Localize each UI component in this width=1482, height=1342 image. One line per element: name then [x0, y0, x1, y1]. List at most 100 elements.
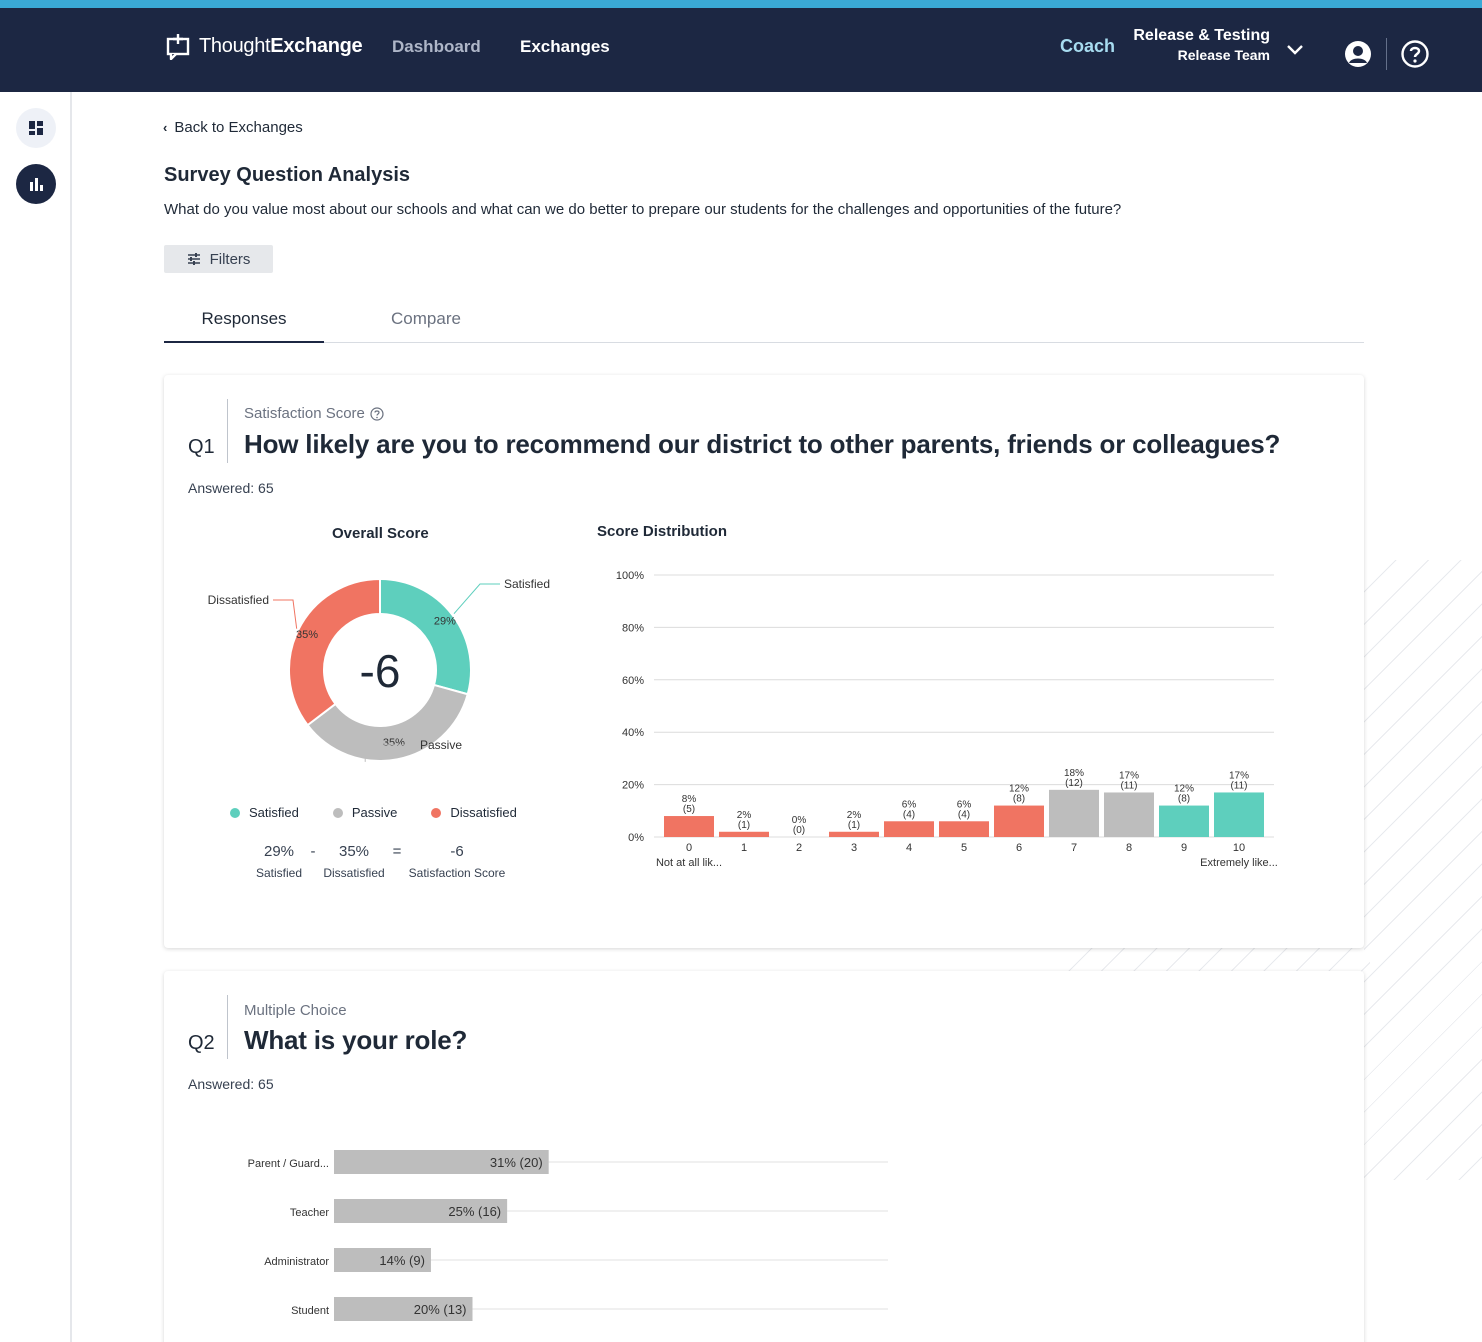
role-category-label: Administrator	[264, 1256, 329, 1268]
donut-slice-dissatisfied[interactable]	[288, 577, 381, 727]
question-number: Q2	[188, 1032, 215, 1054]
decorative-stripes	[1060, 948, 1370, 972]
formula-satisfied-label: Satisfied	[255, 866, 303, 880]
x-tick-label: 8	[1126, 842, 1132, 854]
question-divider	[227, 399, 228, 463]
bar-score-9[interactable]	[1159, 805, 1209, 837]
formula-score-value: -6	[450, 843, 464, 860]
bar-percent-label: 18%	[1064, 768, 1084, 779]
bar-role-1[interactable]	[334, 1199, 508, 1223]
bar-role-3[interactable]	[334, 1297, 473, 1321]
y-tick-label: 0%	[628, 832, 644, 844]
x-tick-label: 2	[796, 842, 802, 854]
filters-button[interactable]: Filters	[164, 245, 273, 273]
nav-dashboard[interactable]: Dashboard	[392, 37, 481, 56]
bar-role-0[interactable]	[334, 1150, 549, 1174]
bar-score-10[interactable]	[1214, 792, 1264, 837]
legend-dot-dissatisfied	[431, 807, 442, 818]
question-type: Satisfaction Score	[244, 405, 384, 422]
donut-leader-line	[453, 583, 500, 615]
donut-outer-label-dissatisfied: Dissatisfied	[208, 593, 269, 607]
bar-role-2[interactable]	[334, 1248, 431, 1272]
bar-score-7[interactable]	[1049, 789, 1099, 837]
org-team: Release Team	[1177, 47, 1270, 63]
donut-slice-percent-dissatisfied: 35%	[296, 629, 318, 641]
donut-slice-percent-satisfied: 29%	[434, 616, 456, 628]
dashboard-grid-icon	[29, 121, 43, 135]
bar-score-1[interactable]	[719, 831, 769, 837]
exchange-question: What do you value most about our schools…	[164, 201, 1122, 218]
x-tick-label: 4	[906, 842, 912, 854]
legend-item-satisfied: Satisfied	[230, 805, 299, 820]
bar-count-label: (1)	[738, 820, 750, 831]
help-icon[interactable]	[1401, 40, 1429, 68]
bar-value-label: 20% (13)	[414, 1302, 467, 1317]
nav-exchanges[interactable]: Exchanges	[520, 37, 610, 56]
legend-item-dissatisfied: Dissatisfied	[431, 805, 517, 820]
overall-score-title: Overall Score	[332, 525, 429, 542]
legend-item-passive: Passive	[332, 805, 397, 820]
x-end-label-high: Extremely like...	[1200, 857, 1278, 869]
coach-link[interactable]: Coach	[1060, 36, 1116, 56]
role-category-label: Teacher	[290, 1207, 329, 1219]
thoughtexchange-logo[interactable]: Thought Exchange	[165, 32, 363, 60]
page-title: Survey Question Analysis	[164, 164, 411, 186]
x-tick-label: 1	[741, 842, 747, 854]
bar-value-label: 25% (16)	[448, 1204, 501, 1219]
chevron-down-icon[interactable]	[1286, 44, 1304, 56]
bar-score-4[interactable]	[884, 821, 934, 837]
answered-count: Answered: 65	[188, 480, 274, 496]
bar-count-label: (0)	[793, 825, 805, 836]
formula-dissatisfied-label: Dissatisfied	[323, 866, 385, 880]
x-tick-label: 9	[1181, 842, 1187, 854]
top-navigation-bar: Thought Exchange Dashboard Exchanges Coac…	[0, 0, 1482, 92]
org-switcher[interactable]: Release & Testing Release Team	[1133, 27, 1270, 63]
bar-percent-label: 12%	[1009, 784, 1029, 795]
bar-percent-label: 17%	[1229, 770, 1249, 781]
logo-text-bold: Exchange	[270, 34, 363, 57]
y-tick-label: 80%	[622, 622, 644, 634]
answered-count: Answered: 65	[188, 1076, 274, 1092]
sidebar-analysis-button[interactable]	[16, 164, 56, 204]
user-account-icon[interactable]	[1344, 40, 1372, 68]
bar-score-6[interactable]	[994, 805, 1044, 837]
y-tick-label: 60%	[622, 675, 644, 687]
question-card-q1: Q1 Satisfaction Score How likely are you…	[164, 375, 1364, 948]
bar-count-label: (8)	[1013, 794, 1025, 805]
help-circle-icon[interactable]	[370, 406, 384, 421]
y-tick-label: 100%	[616, 570, 644, 582]
bar-score-8[interactable]	[1104, 792, 1154, 837]
donut-slice-passive[interactable]	[306, 683, 469, 762]
legend-label: Satisfied	[249, 805, 299, 820]
bar-count-label: (11)	[1120, 780, 1137, 791]
bar-score-0[interactable]	[664, 816, 714, 837]
sidebar-dashboard-button[interactable]	[16, 108, 56, 148]
bar-percent-label: 6%	[957, 799, 972, 810]
back-to-exchanges-link[interactable]: ‹ Back to Exchanges	[163, 119, 303, 136]
tab-compare[interactable]: Compare	[391, 309, 461, 328]
donut-legend: Satisfied Passive Dissatisfied	[230, 805, 551, 820]
question-divider	[227, 995, 228, 1059]
bar-percent-label: 0%	[792, 815, 807, 826]
sliders-icon	[187, 253, 200, 265]
x-tick-label: 7	[1071, 842, 1077, 854]
question-card-q2: Q2 Multiple Choice What is your role? An…	[164, 971, 1364, 1342]
question-number: Q1	[188, 436, 215, 458]
bar-score-3[interactable]	[829, 831, 879, 837]
score-distribution-title: Score Distribution	[597, 523, 728, 540]
donut-leader-line	[273, 599, 298, 629]
y-tick-label: 40%	[622, 727, 644, 739]
x-tick-label: 6	[1016, 842, 1022, 854]
analysis-tabs: Responses Compare	[164, 300, 1364, 343]
role-category-label: Parent / Guard...	[248, 1158, 329, 1170]
formula-equals: =	[392, 843, 402, 860]
bar-score-5[interactable]	[939, 821, 989, 837]
bar-count-label: (12)	[1065, 778, 1083, 789]
formula-satisfied-value: 29%	[263, 843, 295, 860]
role-bar-chart: 31% (20) Parent / Guard... 25% (16) Teacher…	[248, 1150, 888, 1321]
role-category-label: Student	[291, 1305, 329, 1317]
question-text: What is your role?	[244, 1025, 468, 1055]
donut-outer-label-satisfied: Satisfied	[504, 577, 550, 591]
donut-slice-satisfied[interactable]	[379, 577, 472, 696]
tab-responses[interactable]: Responses	[164, 309, 324, 343]
